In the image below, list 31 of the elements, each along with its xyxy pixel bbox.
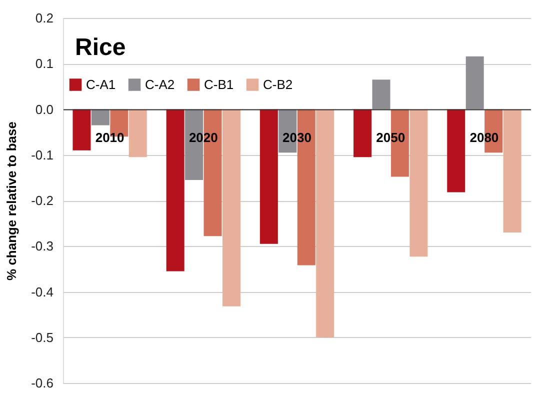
y-tick-label: 0.0 (35, 102, 54, 117)
text: Rice (75, 34, 126, 61)
legend-label: C-B1 (204, 76, 234, 92)
bar (72, 109, 91, 150)
y-tick-label: -0.5 (31, 330, 54, 345)
legend-label: C-A1 (86, 76, 116, 92)
bar (222, 109, 240, 306)
legend-label: C-B2 (263, 76, 293, 92)
bar (260, 109, 278, 244)
x-tick-label: 2030 (282, 130, 312, 145)
bar (410, 109, 428, 257)
bar (354, 109, 372, 158)
bar (128, 109, 147, 158)
y-tick-label: -0.1 (31, 147, 54, 162)
bar (166, 109, 184, 272)
y-axis-title: % change relative to base (4, 122, 20, 280)
bar (447, 109, 466, 192)
bar (316, 109, 334, 338)
y-tick-label: 0.1 (35, 56, 54, 72)
legend-label: C-A2 (145, 76, 175, 92)
x-tick-label: 2010 (95, 130, 124, 145)
y-tick-label: -0.6 (31, 376, 54, 390)
y-tick-label: 0.2 (35, 10, 54, 26)
bar (503, 109, 522, 232)
y-tick-label: -0.4 (31, 284, 54, 300)
x-tick-label: 2020 (188, 130, 218, 145)
bar (466, 56, 484, 110)
y-tick-label: -0.3 (31, 238, 54, 254)
bar (91, 109, 110, 126)
bar (372, 80, 390, 110)
y-tick-label: -0.2 (31, 193, 54, 208)
